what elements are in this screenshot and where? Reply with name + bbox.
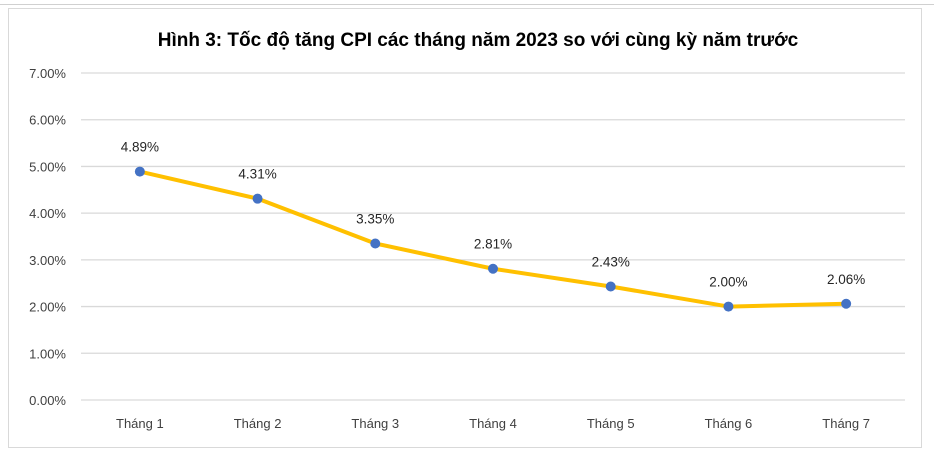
y-tick-label: 5.00% bbox=[29, 159, 66, 174]
x-tick-label: Tháng 4 bbox=[469, 416, 517, 431]
x-tick-label: Tháng 1 bbox=[116, 416, 164, 431]
data-label: 2.06% bbox=[827, 272, 865, 287]
y-tick-label: 6.00% bbox=[29, 113, 66, 128]
y-tick-label: 0.00% bbox=[29, 393, 66, 408]
data-label: 4.31% bbox=[238, 167, 276, 182]
data-point bbox=[370, 238, 381, 249]
data-point bbox=[723, 301, 734, 312]
x-tick-label: Tháng 7 bbox=[822, 416, 870, 431]
page-edge bbox=[0, 4, 934, 5]
chart-area bbox=[8, 8, 922, 448]
data-point bbox=[605, 281, 616, 292]
x-tick-label: Tháng 3 bbox=[351, 416, 399, 431]
chart-title: Hình 3: Tốc độ tăng CPI các tháng năm 20… bbox=[158, 30, 799, 51]
y-tick-label: 4.00% bbox=[29, 206, 66, 221]
data-label: 2.81% bbox=[474, 237, 512, 252]
data-point bbox=[134, 166, 145, 177]
y-tick-label: 2.00% bbox=[29, 300, 66, 315]
data-label: 2.00% bbox=[709, 275, 747, 290]
data-label: 4.89% bbox=[121, 140, 159, 155]
data-label: 2.43% bbox=[592, 254, 630, 269]
y-tick-label: 3.00% bbox=[29, 253, 66, 268]
y-tick-label: 1.00% bbox=[29, 346, 66, 361]
x-tick-label: Tháng 5 bbox=[587, 416, 635, 431]
data-label: 3.35% bbox=[356, 212, 394, 227]
data-point bbox=[488, 263, 498, 274]
data-point bbox=[841, 298, 852, 309]
x-tick-label: Tháng 2 bbox=[234, 416, 282, 431]
x-tick-label: Tháng 6 bbox=[705, 416, 753, 431]
data-point bbox=[252, 193, 263, 204]
y-tick-label: 7.00% bbox=[29, 66, 66, 81]
